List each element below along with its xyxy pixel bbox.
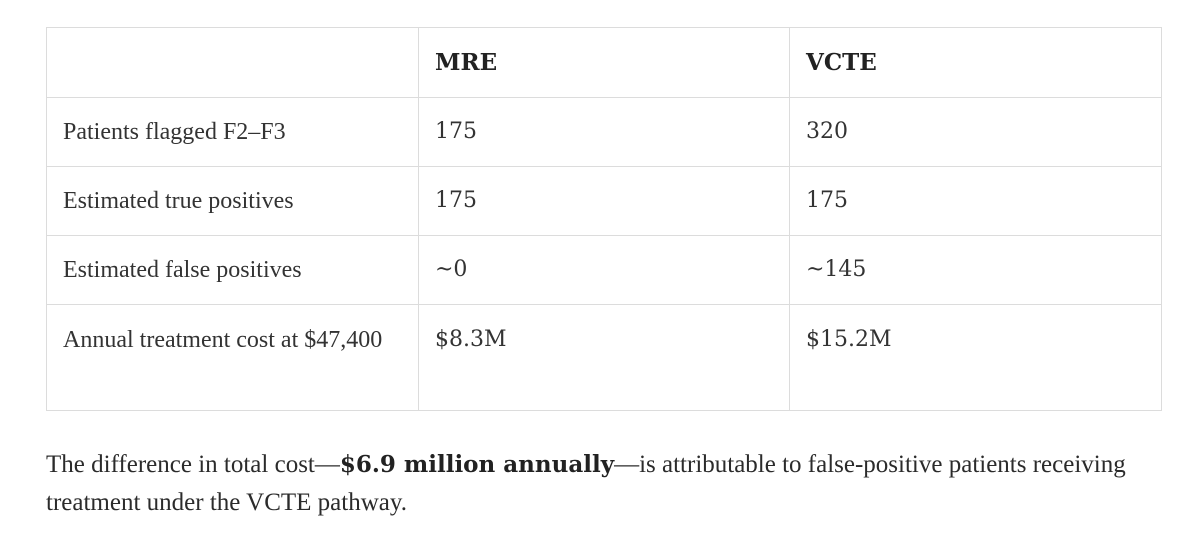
table-row: Estimated false positives ~0 ~145 [46, 235, 1162, 305]
vcte-value: 175 [789, 166, 1162, 236]
summary-text-before: The difference in total cost— [46, 451, 340, 478]
mre-value: $8.3M [418, 304, 790, 411]
table-row: Estimated true positives 175 175 [46, 166, 1162, 236]
vcte-value: 320 [789, 97, 1162, 167]
header-empty-cell [46, 27, 419, 98]
comparison-table: MRE VCTE Patients flagged F2–F3 175 320 … [46, 27, 1162, 411]
table-row: Patients flagged F2–F3 175 320 [46, 97, 1162, 167]
table-header-row: MRE VCTE [46, 27, 1162, 98]
header-mre: MRE [418, 27, 790, 98]
mre-value: ~0 [418, 235, 790, 305]
table-row: Annual treatment cost at $47,400 $8.3M $… [46, 304, 1162, 411]
mre-value: 175 [418, 97, 790, 167]
row-label: Annual treatment cost at $47,400 [46, 304, 419, 411]
row-label: Estimated false positives [46, 235, 419, 305]
row-label: Patients flagged F2–F3 [46, 97, 419, 167]
summary-text-after: —is attributable to false-positive patie… [46, 451, 1126, 516]
vcte-value: $15.2M [789, 304, 1162, 411]
summary-highlight: $6.9 million annually [339, 451, 615, 478]
vcte-value: ~145 [789, 235, 1162, 305]
row-label: Estimated true positives [46, 166, 419, 236]
summary-paragraph: The difference in total cost—$6.9 millio… [46, 446, 1156, 522]
comparison-table-container: MRE VCTE Patients flagged F2–F3 175 320 … [46, 27, 1162, 411]
header-vcte: VCTE [789, 27, 1162, 98]
mre-value: 175 [418, 166, 790, 236]
